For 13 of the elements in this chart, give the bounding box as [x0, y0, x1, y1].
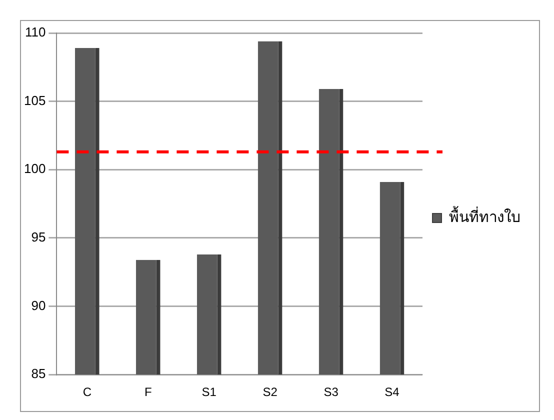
x-tick-label: S3 [324, 385, 339, 400]
x-tick-label: S1 [202, 385, 217, 400]
x-tick-label: F [144, 385, 152, 400]
y-tick-label: 90 [31, 298, 46, 313]
x-tick-label: S4 [384, 385, 400, 400]
x-tick-label: S2 [262, 385, 278, 400]
x-tick-label: C [82, 385, 92, 400]
y-tick-label: 110 [24, 24, 46, 40]
y-tick-label: 100 [24, 161, 46, 176]
legend-label: พื้นที่ทางใบ [449, 206, 521, 226]
y-tick-label: 85 [31, 366, 46, 382]
y-tick-label: 105 [24, 92, 46, 108]
y-tick-label: 95 [31, 230, 46, 245]
